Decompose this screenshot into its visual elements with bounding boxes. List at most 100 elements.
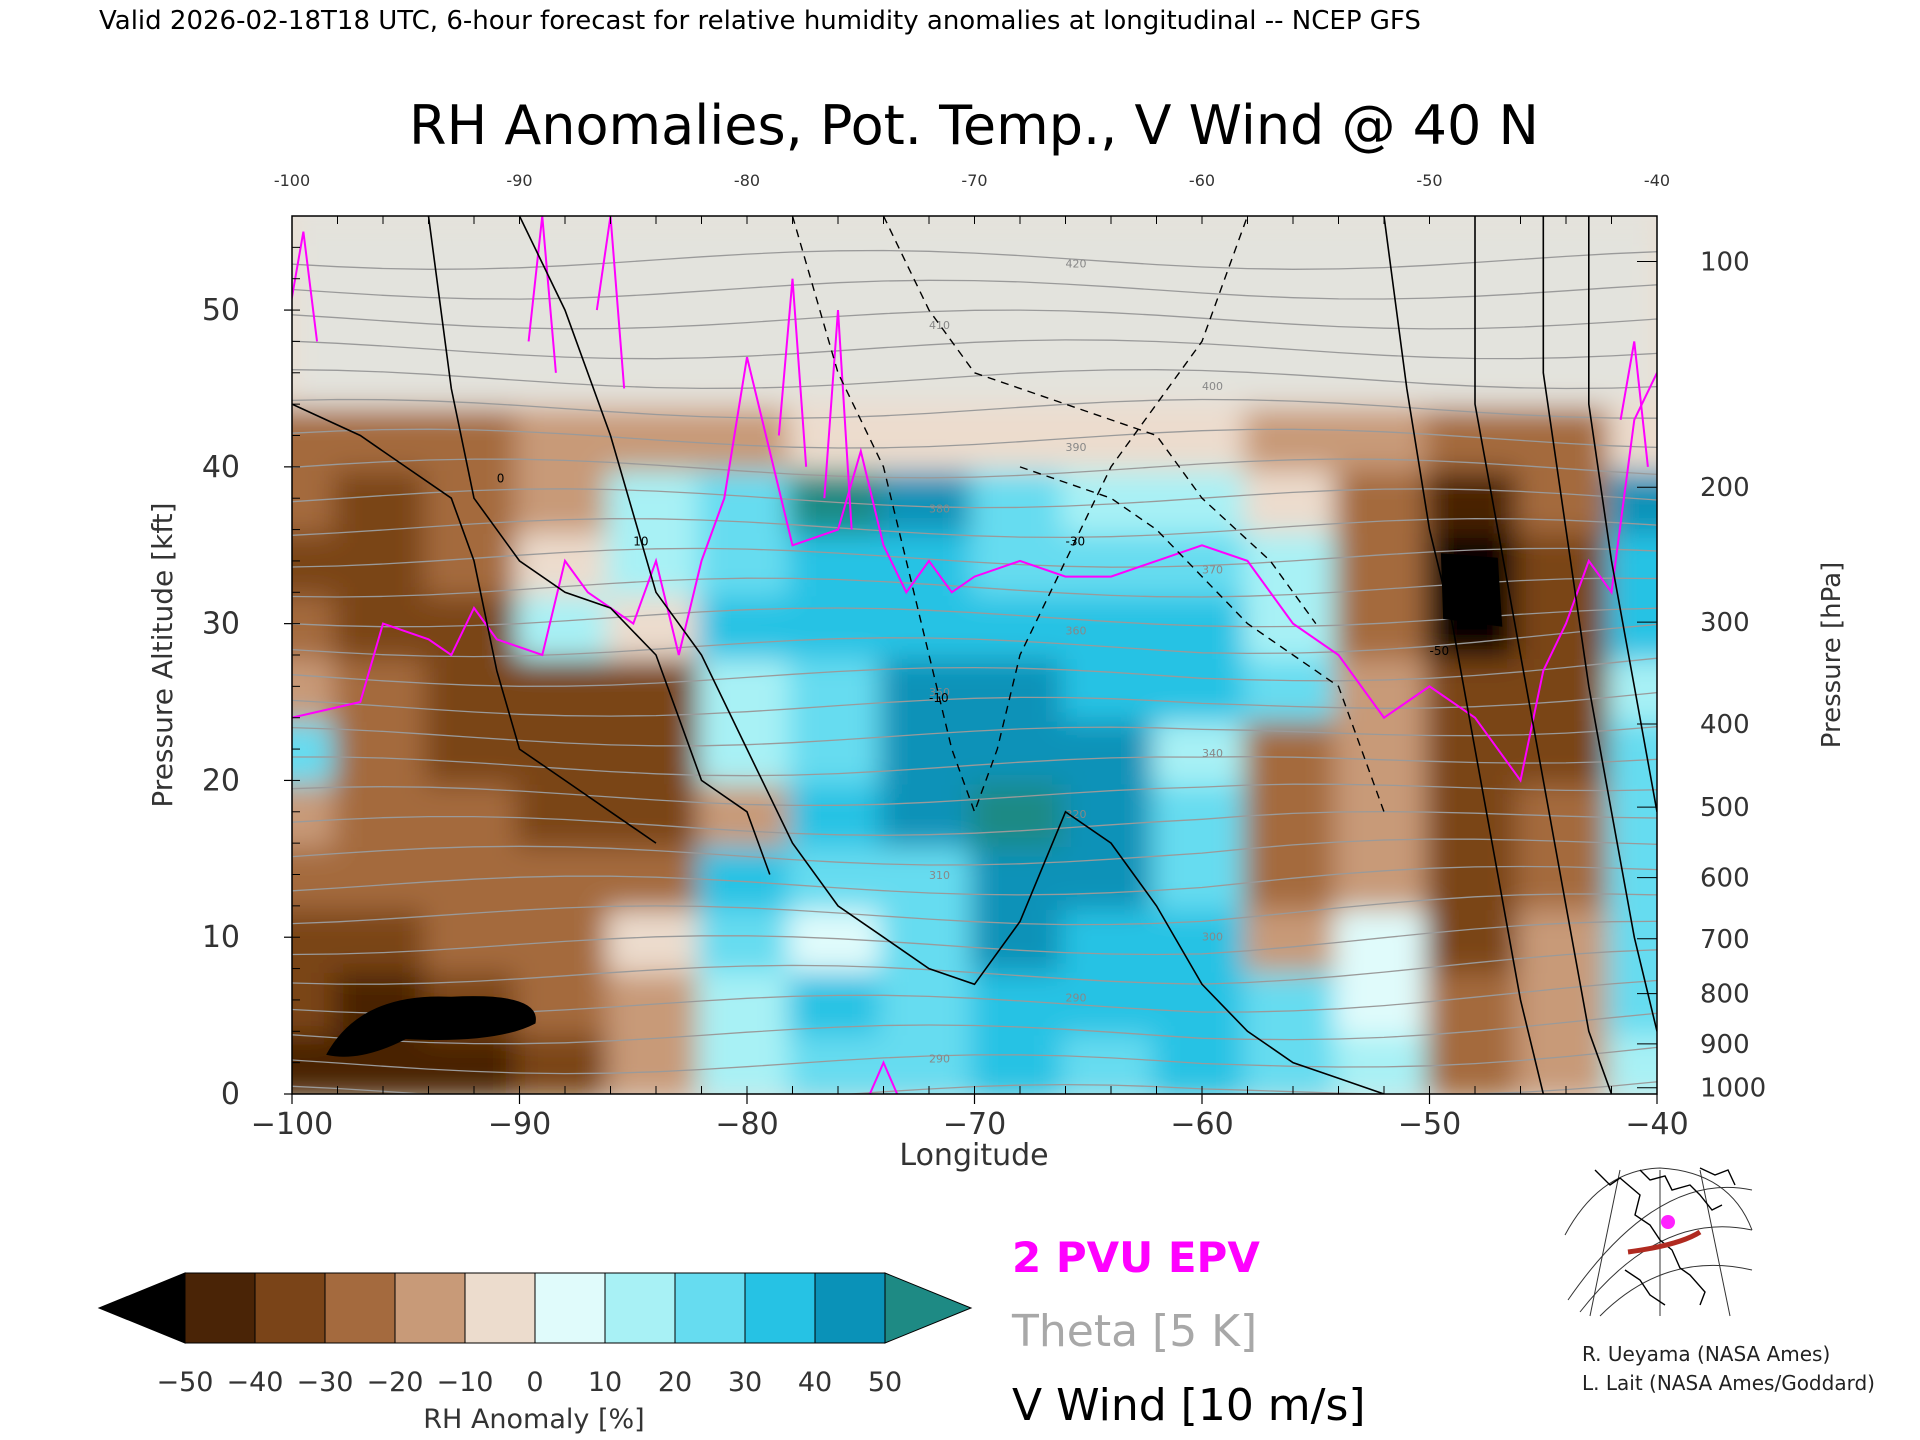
y-tick-label: 20 bbox=[202, 763, 240, 798]
legend-theta: Theta [5 K] bbox=[1011, 1306, 1257, 1357]
theta-isentrope bbox=[292, 949, 1657, 985]
theta-label: 370 bbox=[1202, 563, 1223, 576]
theta-label: 410 bbox=[929, 319, 950, 332]
v-wind-contour-negative bbox=[1019, 466, 1385, 813]
v-wind-label: -50 bbox=[1430, 644, 1450, 658]
heatmap-cell bbox=[879, 1027, 979, 1094]
heatmap-cell bbox=[515, 588, 615, 659]
heatmap-cell bbox=[606, 839, 706, 910]
credit-line-1: R. Ueyama (NASA Ames) bbox=[1582, 1342, 1830, 1366]
v-wind-label: -30 bbox=[1066, 534, 1086, 548]
theta-isentrope bbox=[292, 309, 1657, 330]
theta-isentrope bbox=[292, 657, 1657, 687]
heatmap-cell bbox=[292, 400, 342, 471]
v-wind-contour-positive bbox=[1474, 216, 1613, 1094]
theta-isentrope bbox=[292, 893, 1657, 926]
heatmap-cell bbox=[879, 588, 979, 659]
v-wind-contour-positive bbox=[1542, 216, 1657, 1032]
heatmap-cell bbox=[879, 462, 979, 534]
heatmap-cell bbox=[970, 776, 1070, 848]
heatmap-cell bbox=[1152, 964, 1252, 1036]
heatmap-cell bbox=[292, 964, 342, 1036]
colorbar-bin bbox=[814, 1272, 886, 1344]
heatmap-cell bbox=[515, 839, 615, 910]
heatmap-cell bbox=[1061, 1027, 1161, 1094]
colorbar-tick-label: 50 bbox=[868, 1367, 902, 1398]
colorbar-tick-label: 40 bbox=[798, 1367, 832, 1398]
map-coastlines bbox=[1594, 1167, 1736, 1306]
v-wind-contour-negative bbox=[882, 216, 1317, 625]
heatmap-cell bbox=[1152, 525, 1252, 597]
theta-isentrope bbox=[292, 249, 1657, 270]
theta-label: 340 bbox=[1202, 747, 1223, 760]
heatmap-cell bbox=[970, 839, 1070, 910]
heatmap-cell bbox=[879, 713, 979, 785]
v-wind-contours: 0 10 -10 -30 -50 bbox=[292, 216, 1657, 1094]
heatmap-cell bbox=[515, 462, 615, 534]
colorbar-low-arrow bbox=[97, 1272, 186, 1344]
heatmap-cell bbox=[1516, 964, 1616, 1036]
theta-isentrope bbox=[292, 398, 1657, 419]
heatmap-cell bbox=[606, 588, 706, 659]
heatmap-cell bbox=[970, 651, 1070, 722]
heatmap-cell bbox=[970, 901, 1070, 973]
epv-spike bbox=[595, 216, 626, 389]
heatmap-cell bbox=[1243, 651, 1343, 722]
location-map-inset bbox=[1558, 1166, 1758, 1317]
pressure-tick-label: 900 bbox=[1700, 1030, 1750, 1060]
y-tick-label: 30 bbox=[202, 607, 240, 642]
heatmap-cell bbox=[292, 901, 342, 973]
theta-label: 290 bbox=[929, 1053, 950, 1066]
y-tick-label: 10 bbox=[202, 920, 240, 955]
x-tick-label: −50 bbox=[1398, 1107, 1461, 1142]
v-wind-contour-positive bbox=[518, 216, 1385, 1094]
colorbar-tick-label: −50 bbox=[157, 1367, 214, 1398]
pressure-tick-label: 200 bbox=[1700, 473, 1750, 503]
theta-isentrope bbox=[292, 369, 1657, 390]
theta-isentrope bbox=[292, 428, 1657, 449]
x-axis: −100 −90 −80 −70 −60 −50 −40 bbox=[251, 216, 1689, 1142]
pressure-tick-label: 700 bbox=[1700, 925, 1750, 955]
heatmap-cell bbox=[1516, 651, 1616, 722]
heatmap-cell bbox=[697, 525, 797, 597]
heatmap-cell bbox=[788, 525, 888, 597]
heatmap-cell bbox=[1152, 901, 1252, 973]
theta-label: 420 bbox=[1066, 258, 1087, 271]
heatmap-cell bbox=[606, 462, 706, 534]
pressure-tick-label: 800 bbox=[1700, 980, 1750, 1010]
heatmap-cell bbox=[1243, 901, 1343, 973]
x-tick-label: −80 bbox=[715, 1107, 778, 1142]
heatmap-cell bbox=[515, 1027, 615, 1094]
pressure-tick-label: 300 bbox=[1700, 608, 1750, 638]
colorbar-tick-label: −30 bbox=[297, 1367, 354, 1398]
heatmap-cell bbox=[1425, 651, 1525, 722]
y-axis-left: 0 10 20 30 40 50 bbox=[202, 215, 300, 1112]
pressure-tick-label: 1000 bbox=[1700, 1074, 1766, 1104]
legend-v-wind: V Wind [10 m/s] bbox=[1012, 1380, 1366, 1431]
heatmap-cell bbox=[1061, 839, 1161, 910]
heatmap-cell bbox=[1607, 713, 1657, 785]
heatmap-cell bbox=[1334, 525, 1434, 597]
heatmap-cell bbox=[1516, 462, 1616, 534]
heatmap-cell bbox=[1243, 713, 1343, 785]
heatmap-cell bbox=[424, 713, 524, 785]
x-axis-label: Longitude bbox=[899, 1138, 1048, 1173]
heatmap-cell bbox=[292, 839, 342, 910]
heatmap-cell bbox=[1334, 964, 1434, 1036]
credit-line-2: L. Lait (NASA Ames/Goddard) bbox=[1582, 1371, 1875, 1395]
map-graticule bbox=[1564, 1167, 1753, 1317]
epv-contour bbox=[292, 356, 1657, 783]
x-top-tick-label: -50 bbox=[1416, 171, 1442, 190]
theta-isentrope bbox=[292, 838, 1657, 866]
colorbar-bin bbox=[184, 1272, 256, 1344]
heatmap-cell bbox=[1152, 651, 1252, 722]
heatmap-cell bbox=[970, 1027, 1070, 1094]
theta-label: 380 bbox=[929, 502, 950, 515]
heatmap-cell bbox=[1334, 839, 1434, 910]
heatmap-cell bbox=[788, 776, 888, 848]
heatmap-cell bbox=[1152, 839, 1252, 910]
theta-isentrope bbox=[292, 810, 1657, 836]
heatmap-cell bbox=[1516, 776, 1616, 848]
heatmap-cell bbox=[879, 901, 979, 973]
theta-isentrope bbox=[292, 726, 1657, 747]
